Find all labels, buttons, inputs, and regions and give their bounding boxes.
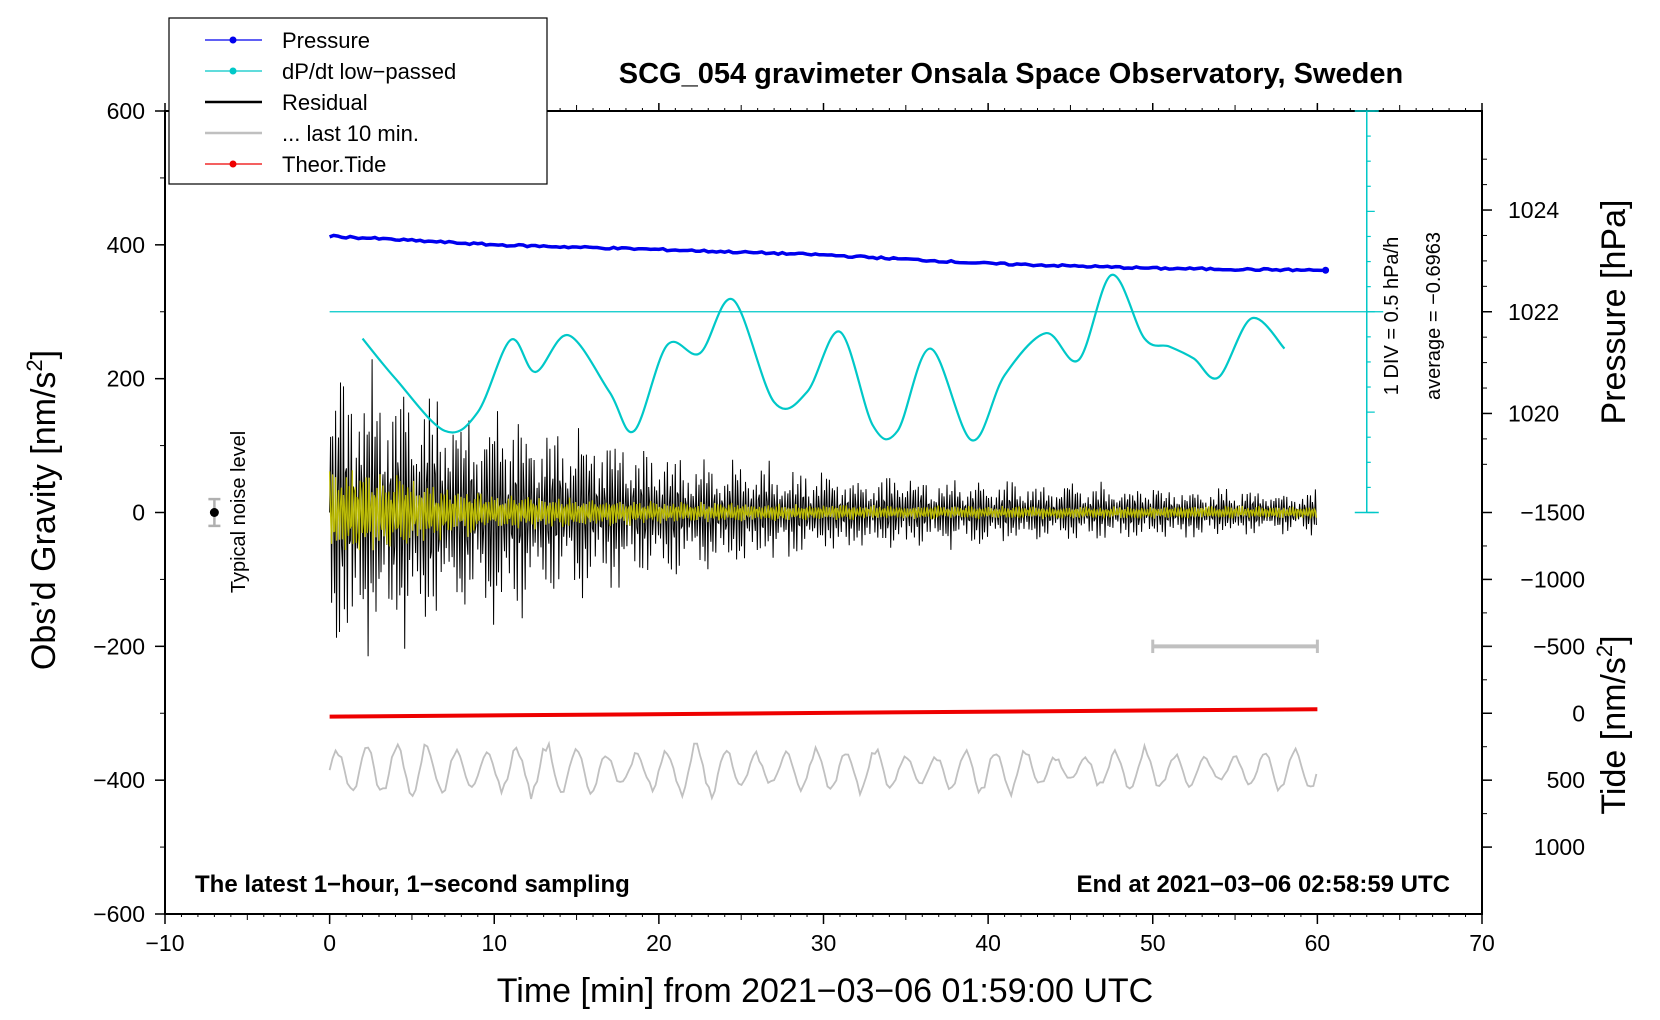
y-tick-label: 0 <box>132 500 145 526</box>
tide-tick-label: 1000 <box>1534 834 1585 860</box>
y-axis-ticks: 600 400 200 0 −200 −400 −600 <box>93 98 165 927</box>
legend-label: Residual <box>282 90 368 115</box>
legend: Pressure dP/dt low−passed Residual ... last… <box>168 17 548 185</box>
tide-tick-label: −500 <box>1533 633 1585 659</box>
tide-tick-label: 0 <box>1572 700 1585 726</box>
last-10-min-line <box>328 740 1318 801</box>
y-tick-label: 200 <box>107 366 145 392</box>
x-axis-ticks: −10 0 10 20 30 40 50 60 70 <box>145 103 1495 956</box>
tide-axis-ticks: 1000 500 0 −500 −1000 −1500 <box>1482 500 1585 860</box>
noise-level-indicator <box>208 497 221 528</box>
x-tick-label: 0 <box>323 930 336 956</box>
pressure-tick-label: 1024 <box>1508 197 1559 223</box>
dpdt-scale-label: 1 DIV = 0.5 hPa/h <box>1381 237 1403 395</box>
y-axis-title: Obs’d Gravity [nm/s2] <box>22 350 63 670</box>
legend-label: dP/dt low−passed <box>282 59 456 84</box>
y-tick-label: −400 <box>93 767 145 793</box>
x-tick-label: 50 <box>1140 930 1166 956</box>
noise-center-dot <box>209 508 219 517</box>
pressure-axis-title: Pressure [hPa] <box>1595 200 1633 425</box>
legend-label: Pressure <box>282 28 370 53</box>
y-tick-label: −600 <box>93 901 145 927</box>
tide-tick-label: 500 <box>1547 767 1585 793</box>
series-layer <box>328 233 1384 801</box>
tide-tick-label: −1500 <box>1520 500 1585 526</box>
x-tick-label: 60 <box>1305 930 1331 956</box>
chart-title: SCG_054 gravimeter Onsala Space Observat… <box>619 58 1403 90</box>
tide-tick-label: −1000 <box>1520 566 1585 592</box>
pressure-tick-label: 1020 <box>1508 400 1559 426</box>
x-tick-label: 20 <box>646 930 672 956</box>
x-tick-label: −10 <box>145 930 184 956</box>
bottom-right-note: End at 2021−03−06 02:58:59 UTC <box>1076 871 1450 898</box>
legend-label: ... last 10 min. <box>282 121 419 146</box>
pressure-axis-ticks: 1024 1022 1020 <box>1482 158 1559 465</box>
tide-axis-title: Tide [nm/s2] <box>1592 635 1633 814</box>
x-tick-label: 70 <box>1469 930 1495 956</box>
legend-swatch-dot <box>229 160 237 168</box>
dpdt-average-label: average = −0.6963 <box>1423 232 1445 400</box>
x-tick-label: 30 <box>811 930 837 956</box>
residual-filtered-line <box>328 470 1318 551</box>
dpdt-line <box>361 273 1286 442</box>
theoretical-tide-line <box>329 707 1318 719</box>
x-tick-label: 40 <box>975 930 1001 956</box>
pressure-end-point <box>1322 266 1330 274</box>
noise-level-label: Typical noise level <box>228 431 250 593</box>
legend-swatch-dot <box>229 67 237 75</box>
residual-line <box>329 359 1317 657</box>
y-tick-label: 600 <box>107 98 145 124</box>
pressure-line <box>328 233 1326 273</box>
y-tick-label: 400 <box>107 232 145 258</box>
bottom-left-note: The latest 1−hour, 1−second sampling <box>195 871 630 898</box>
pressure-tick-label: 1022 <box>1508 299 1559 325</box>
x-tick-label: 10 <box>481 930 507 956</box>
legend-swatch-dot <box>229 36 237 44</box>
y-tick-label: −200 <box>93 633 145 659</box>
x-axis-title: Time [min] from 2021−03−06 01:59:00 UTC <box>497 972 1153 1010</box>
legend-label: Theor.Tide <box>282 152 386 177</box>
